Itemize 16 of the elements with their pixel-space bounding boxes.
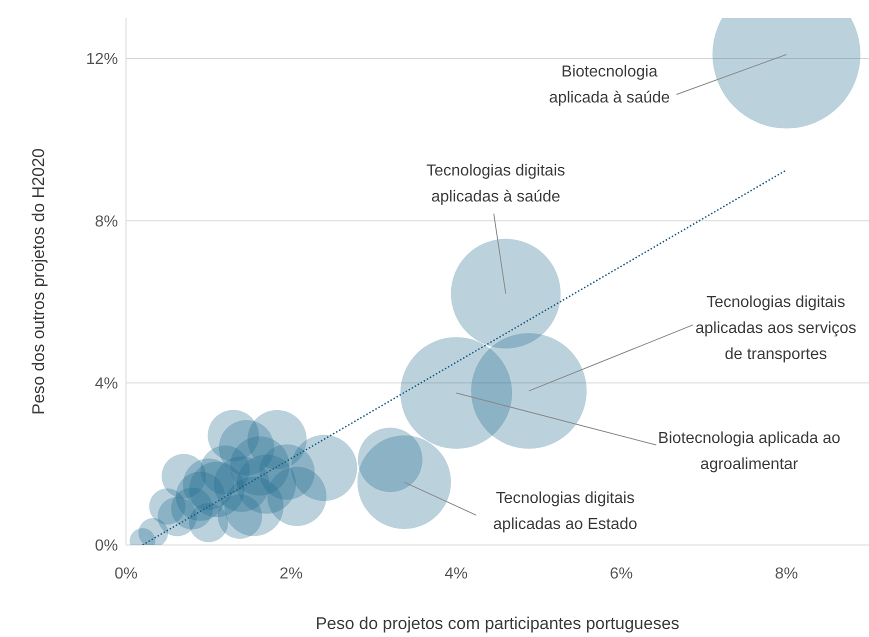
annotation: Tecnologias digitais aplicadas ao Estado (493, 490, 638, 534)
annotation: Tecnologias digitais aplicadas à saúde (426, 162, 566, 206)
x-tick-label: 4% (444, 565, 468, 582)
y-tick-label: 12% (86, 51, 118, 68)
annotation: Biotecnologia aplicada à saúde (548, 63, 670, 106)
y-tick-label: 4% (94, 376, 118, 393)
x-tick-label: 0% (114, 565, 138, 582)
annotation: Biotecnologia aplicada ao agroalimentar (658, 430, 841, 473)
x-tick-label: 8% (774, 565, 798, 582)
x-tick-label: 2% (280, 565, 303, 582)
annotation: Tecnologias digitais aplicadas aos serviços de transportes (695, 294, 856, 363)
x-tick-label: 6% (610, 565, 633, 582)
y-tick-label: 0% (94, 538, 118, 555)
y-tick-label: 8% (94, 213, 118, 230)
y-axis-title: Peso dos outros projetos do H2020 (29, 148, 48, 415)
x-axis-title: Peso do projetos com participantes portugueses (316, 614, 680, 633)
